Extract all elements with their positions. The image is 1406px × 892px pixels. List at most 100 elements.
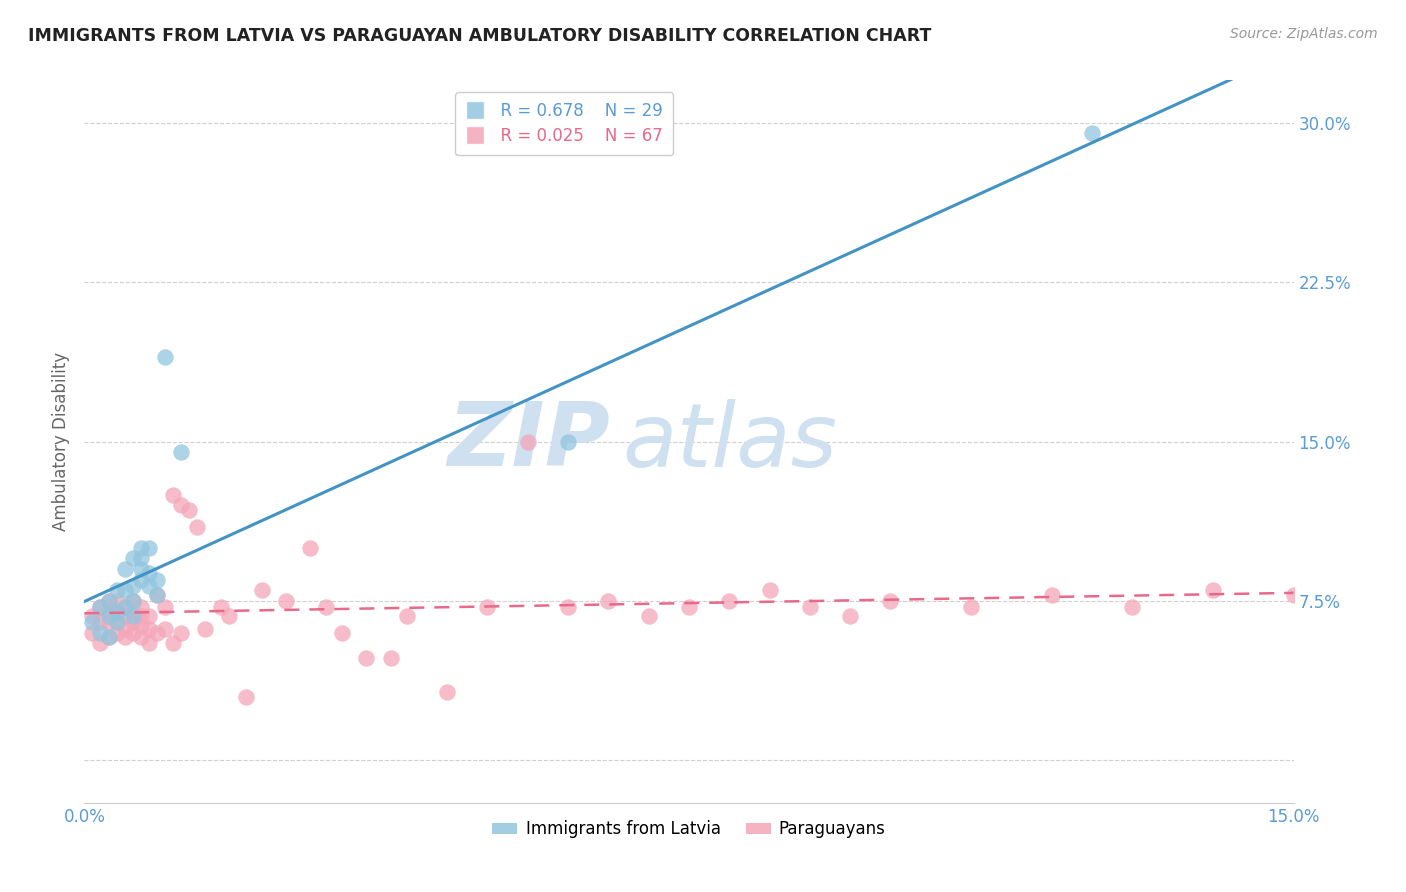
Point	[315, 600, 337, 615]
Point	[114, 562, 136, 576]
Point	[97, 594, 120, 608]
Point	[97, 630, 120, 644]
Point	[170, 445, 193, 459]
Text: Source: ZipAtlas.com: Source: ZipAtlas.com	[1230, 27, 1378, 41]
Point	[82, 615, 104, 630]
Text: IMMIGRANTS FROM LATVIA VS PARAGUAYAN AMBULATORY DISABILITY CORRELATION CHART: IMMIGRANTS FROM LATVIA VS PARAGUAYAN AMB…	[28, 27, 932, 45]
Point	[477, 600, 499, 615]
Point	[97, 630, 120, 644]
Point	[598, 594, 620, 608]
Point	[879, 594, 901, 608]
Point	[209, 600, 232, 615]
Point	[146, 588, 169, 602]
Point	[299, 541, 322, 555]
Point	[138, 566, 160, 581]
Point	[114, 583, 136, 598]
Point	[114, 622, 136, 636]
Point	[129, 551, 152, 566]
Point	[89, 625, 111, 640]
Point	[105, 615, 128, 630]
Text: ZIP: ZIP	[447, 398, 610, 485]
Point	[89, 615, 111, 630]
Point	[129, 600, 152, 615]
Point	[121, 579, 143, 593]
Legend: Immigrants from Latvia, Paraguayans: Immigrants from Latvia, Paraguayans	[485, 814, 893, 845]
Point	[436, 685, 458, 699]
Point	[138, 579, 160, 593]
Point	[250, 583, 273, 598]
Point	[170, 625, 193, 640]
Point	[162, 636, 184, 650]
Point	[218, 608, 240, 623]
Y-axis label: Ambulatory Disability: Ambulatory Disability	[52, 352, 70, 531]
Point	[121, 594, 143, 608]
Point	[129, 562, 152, 576]
Point	[129, 573, 152, 587]
Point	[89, 636, 111, 650]
Point	[114, 608, 136, 623]
Point	[121, 605, 143, 619]
Point	[146, 625, 169, 640]
Point	[557, 434, 579, 449]
Point	[395, 608, 418, 623]
Point	[153, 600, 176, 615]
Point	[129, 630, 152, 644]
Point	[97, 615, 120, 630]
Point	[97, 605, 120, 619]
Point	[146, 588, 169, 602]
Point	[839, 608, 862, 623]
Point	[138, 608, 160, 623]
Point	[121, 594, 143, 608]
Point	[960, 600, 983, 615]
Point	[82, 625, 104, 640]
Point	[1202, 583, 1225, 598]
Point	[89, 600, 111, 615]
Point	[153, 622, 176, 636]
Point	[105, 605, 128, 619]
Point	[105, 594, 128, 608]
Point	[186, 519, 208, 533]
Point	[121, 615, 143, 630]
Point	[129, 541, 152, 555]
Point	[330, 625, 353, 640]
Point	[718, 594, 741, 608]
Point	[179, 502, 201, 516]
Point	[235, 690, 257, 704]
Point	[138, 636, 160, 650]
Point	[97, 608, 120, 623]
Point	[1121, 600, 1143, 615]
Point	[138, 622, 160, 636]
Point	[121, 608, 143, 623]
Point	[356, 651, 378, 665]
Point	[162, 488, 184, 502]
Point	[129, 608, 152, 623]
Point	[153, 350, 176, 364]
Point	[170, 498, 193, 512]
Point	[129, 619, 152, 633]
Point	[146, 573, 169, 587]
Point	[114, 600, 136, 615]
Point	[1040, 588, 1063, 602]
Text: atlas: atlas	[623, 399, 838, 484]
Point	[758, 583, 780, 598]
Point	[114, 600, 136, 615]
Point	[89, 600, 111, 615]
Point	[1081, 127, 1104, 141]
Point	[380, 651, 402, 665]
Point	[678, 600, 700, 615]
Point	[1282, 588, 1305, 602]
Point	[105, 583, 128, 598]
Point	[194, 622, 217, 636]
Point	[274, 594, 297, 608]
Point	[97, 594, 120, 608]
Point	[138, 541, 160, 555]
Point	[82, 608, 104, 623]
Point	[121, 625, 143, 640]
Point	[637, 608, 659, 623]
Point	[121, 551, 143, 566]
Point	[557, 600, 579, 615]
Point	[105, 605, 128, 619]
Point	[516, 434, 538, 449]
Point	[105, 625, 128, 640]
Point	[105, 615, 128, 630]
